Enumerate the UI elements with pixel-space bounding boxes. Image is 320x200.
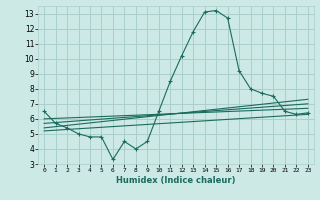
X-axis label: Humidex (Indice chaleur): Humidex (Indice chaleur) bbox=[116, 176, 236, 185]
